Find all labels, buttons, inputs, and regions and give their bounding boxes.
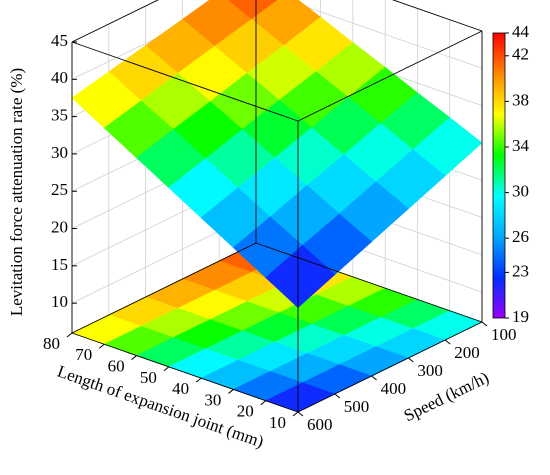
- x-tick-label: 80: [43, 334, 60, 353]
- y-axis-title: Speed (km/h): [401, 368, 492, 425]
- box-edge: [297, 321, 483, 413]
- y-tick-label: 400: [381, 379, 407, 398]
- colorbar-tick-label: 34: [512, 136, 530, 155]
- surface-cell: [265, 245, 336, 308]
- x-tick-label: 60: [108, 356, 125, 375]
- y-tick-label: 600: [307, 415, 333, 434]
- x-tick-label: 40: [172, 379, 189, 398]
- y-tick-label: 300: [417, 361, 443, 380]
- y-tick: [297, 411, 304, 417]
- box-edge: [71, 41, 299, 122]
- colorbar-tick-label: 44: [512, 22, 530, 41]
- box-edge: [297, 30, 483, 122]
- z-tick-label: 15: [51, 255, 68, 274]
- x-tick: [260, 400, 267, 406]
- box-edge: [71, 0, 159, 43]
- z-tick-label: 35: [51, 106, 68, 125]
- z-tick-label: 20: [51, 217, 68, 236]
- colorbar-tick-label: 30: [512, 182, 529, 201]
- y-tick: [444, 339, 451, 345]
- x-tick: [228, 389, 234, 394]
- box-edge: [391, 0, 483, 32]
- x-tick-label: 10: [269, 413, 286, 432]
- colorbar-tick-label: 26: [512, 227, 529, 246]
- colorbar-tick-label: 42: [512, 45, 529, 64]
- box-edge: [71, 242, 257, 334]
- colorbar-tick-label: 19: [512, 307, 529, 326]
- colorbar: [492, 32, 506, 319]
- y-tick-label: 500: [344, 397, 370, 416]
- surface: [71, 0, 483, 308]
- x-tick-label: 30: [204, 390, 221, 409]
- x-tick: [66, 332, 73, 338]
- x-tick: [131, 355, 137, 360]
- z-tick-label: 45: [51, 31, 68, 50]
- x-tick: [292, 411, 299, 417]
- y-tick: [481, 321, 488, 327]
- box-edge: [255, 242, 483, 323]
- y-tick-label: 100: [491, 325, 517, 344]
- colorbar-tick-label: 23: [512, 261, 529, 280]
- x-tick: [163, 366, 170, 372]
- z-axis-title: Levitation force attenuation rate (%): [7, 68, 26, 316]
- y-tick-label: 200: [454, 343, 480, 362]
- box-edges: [71, 0, 483, 413]
- y-tick: [408, 357, 414, 363]
- z-tick-label: 25: [51, 180, 68, 199]
- x-tick-label: 70: [75, 345, 92, 364]
- y-tick: [334, 393, 341, 399]
- z-tick-label: 10: [51, 292, 68, 311]
- grid-line: [71, 0, 483, 80]
- z-tick-label: 40: [51, 68, 68, 87]
- colorbar-tick-label: 38: [512, 90, 529, 109]
- x-tick-label: 50: [140, 368, 157, 387]
- z-tick-label: 30: [51, 143, 68, 162]
- y-tick: [371, 375, 377, 381]
- box-edge: [71, 332, 299, 413]
- x-tick-label: 20: [237, 402, 254, 421]
- x-tick: [98, 343, 105, 349]
- x-tick: [195, 377, 202, 383]
